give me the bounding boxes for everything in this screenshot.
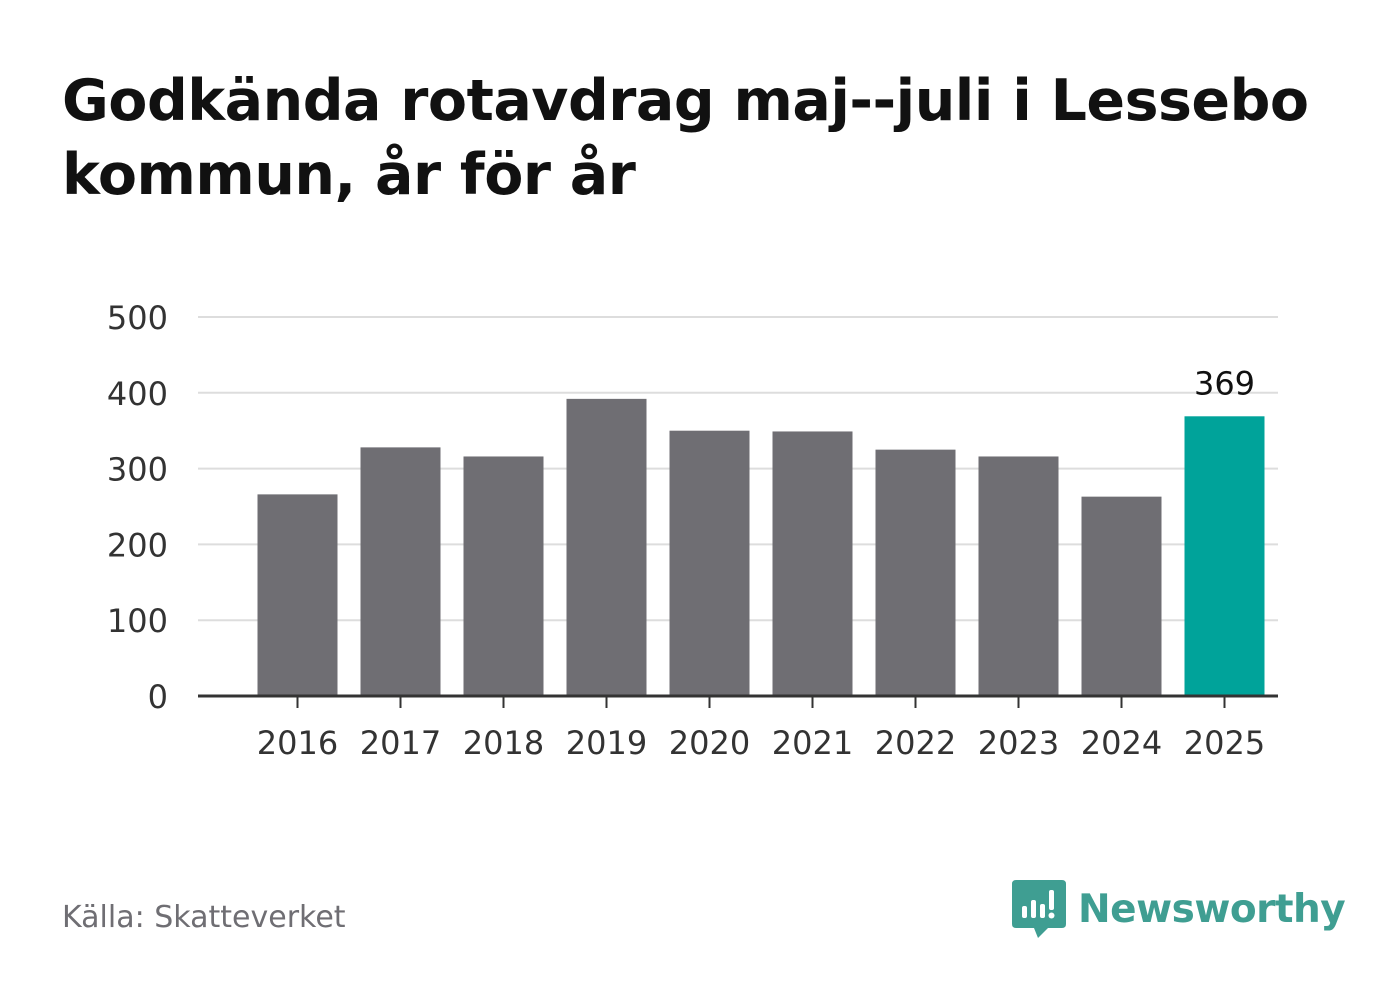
bar xyxy=(257,494,338,696)
y-tick-label: 400 xyxy=(107,375,168,413)
x-tick-label: 2019 xyxy=(566,724,647,762)
bar xyxy=(463,456,544,696)
data-label: 369 xyxy=(1194,364,1255,402)
y-tick-label: 100 xyxy=(107,602,168,640)
x-tick-label: 2016 xyxy=(257,724,338,762)
bar xyxy=(669,430,750,696)
x-tick-label: 2018 xyxy=(463,724,544,762)
bar xyxy=(772,431,853,696)
y-tick-label: 500 xyxy=(107,299,168,337)
bar xyxy=(1081,496,1162,696)
y-tick-label: 0 xyxy=(148,678,168,716)
x-tick-label: 2025 xyxy=(1184,724,1265,762)
newsworthy-logo-icon xyxy=(1012,880,1066,938)
bar xyxy=(360,447,441,696)
x-tick-label: 2024 xyxy=(1081,724,1162,762)
x-tick-label: 2023 xyxy=(978,724,1059,762)
x-tick-label: 2022 xyxy=(875,724,956,762)
brand-logo: Newsworthy xyxy=(1010,878,1346,940)
source-note: Källa: Skatteverket xyxy=(62,900,346,935)
x-tick-label: 2020 xyxy=(669,724,750,762)
y-tick-label: 300 xyxy=(107,451,168,489)
bar xyxy=(978,456,1059,696)
bar xyxy=(1184,416,1265,696)
x-tick-label: 2017 xyxy=(360,724,441,762)
bar xyxy=(875,449,956,696)
x-tick-label: 2021 xyxy=(772,724,853,762)
brand-name: Newsworthy xyxy=(1078,886,1346,932)
bar xyxy=(566,398,647,696)
chart-title: Godkända rotavdrag maj--juli i Lessebo k… xyxy=(62,68,1309,208)
y-tick-label: 200 xyxy=(107,526,168,564)
